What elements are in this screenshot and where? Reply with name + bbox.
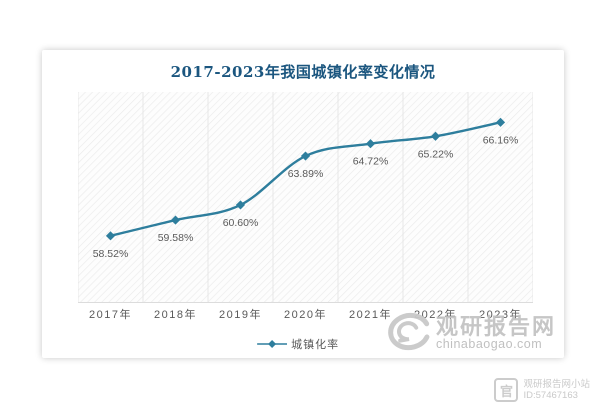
line-chart: 58.52% 59.58% 60.60% 63.89% 64.72% 65.22% 66.1… [78, 92, 533, 303]
data-label: 63.89% [288, 168, 324, 180]
data-label: 60.60% [223, 217, 259, 229]
legend: 城镇化率 [257, 336, 339, 352]
data-point [365, 139, 376, 149]
chart-title: 2017-2023年我国城镇化率变化情况 [170, 63, 436, 81]
data-label: 59.58% [158, 232, 194, 244]
data-label: 64.72% [353, 156, 389, 168]
data-label: 58.52% [93, 248, 129, 260]
data-point [430, 131, 441, 141]
badge-site-id: ID:57467163 [523, 390, 578, 401]
x-axis-label: 2019年 [219, 309, 262, 321]
x-axis: 2017年 2018年 2019年 2020年 2021年 2022年 2023年 [78, 306, 533, 322]
stamp-icon: 官 [494, 378, 519, 402]
x-axis-label: 2023年 [479, 309, 522, 321]
badge-site-name: 观研报告网小站 [523, 378, 590, 390]
chart-card: 2017-2023年我国城镇化率变化情况 58.52% 59.58% 60.60% 6… [42, 50, 564, 358]
data-point [300, 151, 311, 161]
x-axis-label: 2020年 [284, 309, 327, 321]
data-point [495, 117, 506, 127]
x-axis-label: 2022年 [414, 309, 457, 321]
data-point [170, 215, 181, 225]
footer-badge: 官 观研报告网小站 ID:57467163 [494, 378, 590, 402]
x-axis-label: 2018年 [154, 309, 197, 321]
brand-domain: chinabaogao.com [435, 336, 543, 351]
legend-line-marker-icon [257, 340, 288, 348]
data-label: 65.22% [418, 148, 454, 160]
plot-area: 58.52% 59.58% 60.60% 63.89% 64.72% 65.22% 66.1… [78, 92, 533, 303]
x-axis-label: 2017年 [89, 309, 132, 321]
footer-badge-text: 观研报告网小站 ID:57467163 [523, 379, 590, 402]
data-point [235, 200, 246, 210]
data-label: 66.16% [483, 134, 519, 146]
x-axis-label: 2021年 [349, 309, 392, 321]
legend-label: 城镇化率 [291, 339, 340, 351]
